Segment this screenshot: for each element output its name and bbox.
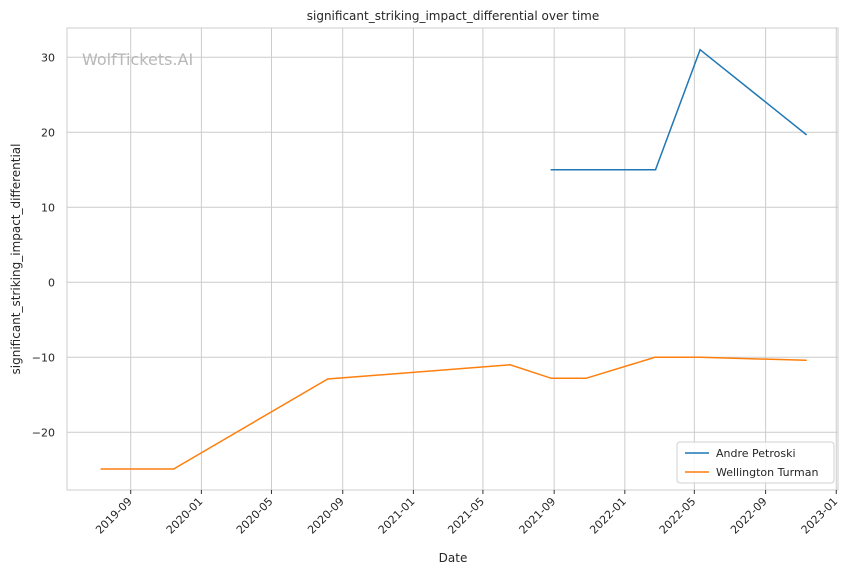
x-tick-label: 2020-01 [164,495,206,537]
data-point [550,168,553,171]
x-axis: 2019-09 2020-01 2020-05 2020-09 2021-01 2021-… [93,490,840,537]
data-point [654,168,657,171]
x-axis-label: Date [439,551,468,565]
x-tick-label: 2020-05 [234,495,276,537]
x-tick-label: 2021-01 [376,495,418,537]
legend: Andre Petroski Wellington Turman [676,441,835,484]
data-point [699,48,701,51]
x-tick-label: 2022-05 [657,495,699,537]
y-tick-label: −20 [32,426,55,439]
data-point [805,133,807,136]
plot-frame [66,27,839,491]
data-point [172,468,175,470]
x-tick-label: 2021-09 [517,495,559,537]
data-point [509,363,511,366]
data-point [326,378,329,380]
data-point [699,356,701,359]
y-tick-label: −10 [32,351,55,364]
x-tick-label: 2019-09 [93,495,135,537]
legend-label-wellington-turman: Wellington Turman [716,466,818,479]
y-tick-label: 30 [41,51,55,64]
data-point [654,356,656,359]
data-point [550,377,553,380]
data-point [585,377,587,380]
series-line-andre-petroski [551,48,807,171]
y-tick-label: 20 [41,126,55,139]
legend-box [676,441,835,484]
series-lines [100,48,807,470]
x-tick-label: 2021-05 [445,495,487,537]
y-axis-label: significant_striking_impact_differential [9,144,23,375]
grid [67,28,838,490]
x-tick-label: 2020-09 [305,495,347,537]
x-tick-label: 2023-01 [799,495,841,537]
y-axis: −20 −10 0 10 20 30 [32,51,55,439]
data-point [100,468,102,470]
chart-title: significant_striking_impact_differential… [307,9,599,23]
data-point [805,359,807,362]
watermark: WolfTickets.AI [82,50,193,69]
legend-label-andre-petroski: Andre Petroski [716,447,796,460]
y-tick-label: 0 [48,276,55,289]
x-tick-label: 2022-09 [728,495,770,537]
y-tick-label: 10 [41,201,55,214]
x-tick-label: 2022-01 [587,495,629,537]
